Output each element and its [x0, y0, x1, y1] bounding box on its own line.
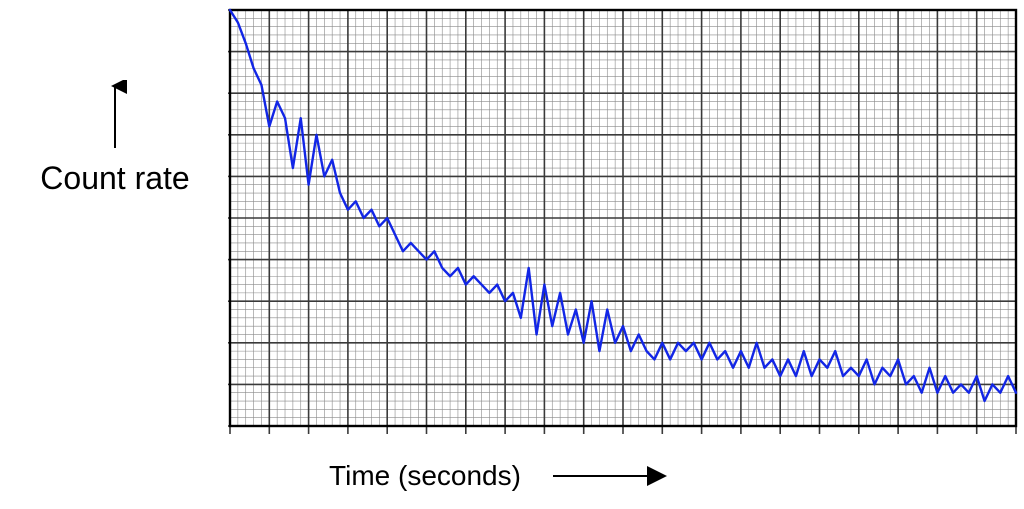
chart-svg [228, 8, 1018, 438]
y-axis-label-block: Count rate [10, 80, 220, 197]
x-axis-label-block: Time (seconds) [300, 460, 700, 492]
y-axis-label: Count rate [10, 160, 220, 197]
chart-figure: Count rate Time (seconds) [0, 0, 1024, 509]
x-axis-label: Time (seconds) [329, 460, 521, 492]
x-axis-arrow-icon [551, 466, 671, 486]
y-axis-arrow-icon [103, 80, 127, 150]
chart-plot-area [228, 8, 1018, 438]
